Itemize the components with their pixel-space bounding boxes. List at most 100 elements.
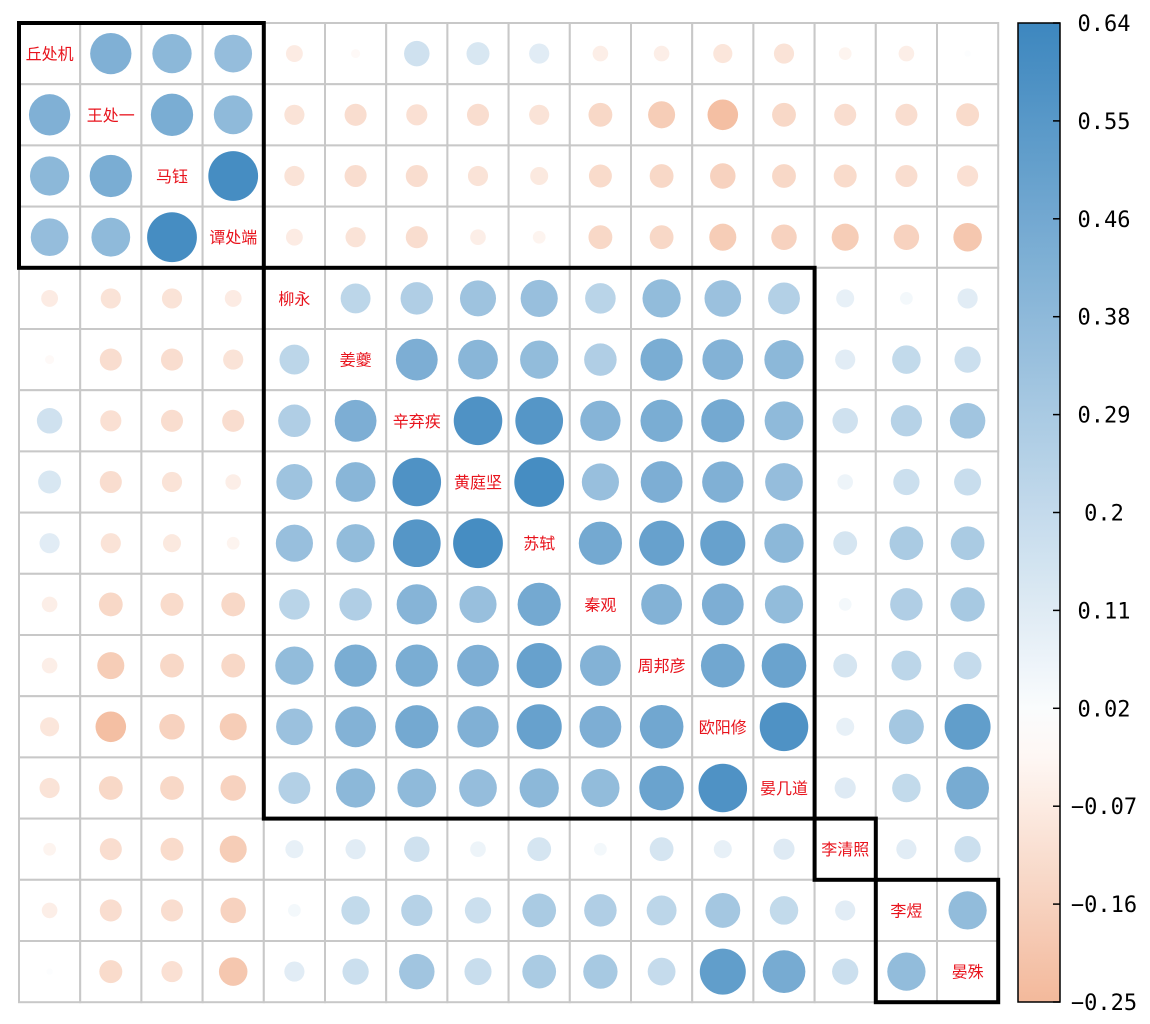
grid-cell (691, 695, 755, 759)
corr-circle-王处一-马钰 (150, 93, 194, 136)
diagonal-label: 苏轼 (523, 534, 555, 553)
corr-circle-丘处机-辛弃疾 (404, 40, 430, 67)
corr-circle-晏几道-秦观 (581, 768, 620, 808)
corr-circle-柳永-马钰 (161, 288, 183, 309)
corr-circle-李清照-黄庭坚 (470, 841, 486, 858)
corr-circle-欧阳修-柳永 (276, 708, 313, 746)
corr-circle-黄庭坚-李煜 (893, 468, 920, 496)
corr-circle-姜夔-马钰 (160, 348, 184, 371)
correlation-circles (28, 32, 991, 995)
corr-circle-晏几道-柳永 (278, 772, 311, 804)
corr-circle-李煜-黄庭坚 (464, 897, 492, 924)
corr-circle-李煜-苏轼 (522, 893, 557, 928)
grid-cell (813, 22, 877, 86)
corr-circle-李煜-马钰 (160, 899, 184, 922)
corr-circle-谭处端-李清照 (831, 223, 859, 251)
corr-circle-晏几道-黄庭坚 (459, 769, 497, 807)
corr-circle-王处一-秦观 (588, 102, 613, 127)
corr-circle-李煜-秦观 (584, 894, 617, 927)
corr-circle-苏轼-秦观 (578, 521, 623, 565)
corr-circle-晏几道-李清照 (834, 777, 856, 799)
corr-circle-李煜-王处一 (99, 899, 122, 922)
corr-circle-丘处机-王处一 (90, 32, 132, 75)
corr-circle-周邦彦-欧阳修 (700, 643, 745, 688)
corr-circle-马钰-周邦彦 (649, 164, 674, 188)
corr-circle-晏几道-丘处机 (39, 777, 60, 799)
corr-circle-谭处端-柳永 (285, 228, 303, 246)
corr-circle-黄庭坚-秦观 (581, 463, 619, 501)
corr-circle-欧阳修-周邦彦 (639, 704, 684, 749)
corr-circle-李煜-柳永 (288, 904, 301, 917)
corr-circle-李清照-欧阳修 (713, 840, 732, 859)
corr-circle-晏殊-谭处端 (218, 957, 248, 986)
corr-circle-欧阳修-秦观 (579, 705, 622, 748)
corr-circle-王处一-欧阳修 (707, 99, 739, 131)
diagonal-label: 谭处端 (209, 228, 257, 247)
corr-circle-周邦彦-丘处机 (41, 657, 58, 674)
corr-circle-秦观-苏轼 (517, 582, 561, 627)
corr-circle-周邦彦-秦观 (579, 645, 621, 687)
corr-circle-马钰-秦观 (588, 164, 612, 188)
corr-circle-李清照-秦观 (594, 842, 607, 856)
grid-cell (936, 940, 1000, 1004)
corr-circle-马钰-姜夔 (344, 164, 367, 188)
corr-circle-马钰-晏殊 (957, 165, 979, 187)
corr-circle-王处一-晏几道 (772, 102, 796, 127)
corr-circle-马钰-丘处机 (29, 156, 70, 196)
corr-circle-晏几道-苏轼 (519, 768, 559, 808)
corr-circle-姜夔-欧阳修 (702, 339, 744, 381)
corr-circle-李煜-谭处端 (220, 897, 246, 924)
cluster-boxes (17, 21, 1001, 1005)
corr-circle-谭处端-晏殊 (953, 222, 982, 252)
corr-circle-晏几道-马钰 (160, 776, 184, 800)
corr-circle-苏轼-丘处机 (39, 533, 60, 554)
corr-circle-丘处机-晏殊 (964, 50, 971, 57)
grid-cell (446, 22, 510, 86)
corr-circle-辛弃疾-秦观 (580, 400, 621, 441)
corr-circle-黄庭坚-晏殊 (954, 468, 982, 496)
corr-circle-马钰-柳永 (284, 165, 305, 187)
corr-circle-马钰-辛弃疾 (405, 164, 428, 188)
corr-circle-黄庭坚-马钰 (161, 471, 183, 493)
corr-circle-辛弃疾-王处一 (100, 410, 122, 432)
corr-circle-秦观-谭处端 (221, 592, 246, 617)
corr-circle-周邦彦-晏殊 (953, 651, 982, 680)
corr-circle-王处一-李清照 (834, 103, 857, 126)
corr-circle-王处一-辛弃疾 (406, 104, 428, 126)
corr-circle-欧阳修-晏殊 (944, 703, 991, 750)
corr-circle-柳永-晏几道 (768, 282, 800, 315)
corr-circle-秦观-王处一 (98, 592, 123, 617)
corr-circle-晏殊-周邦彦 (647, 957, 676, 986)
corr-circle-马钰-黄庭坚 (467, 165, 489, 187)
corr-circle-柳永-秦观 (585, 283, 616, 314)
colorbar-tick-label: 0.11 (1078, 599, 1131, 624)
corr-circle-辛弃疾-周邦彦 (640, 399, 683, 442)
corr-circle-姜夔-柳永 (279, 344, 310, 375)
corr-circle-晏殊-柳永 (284, 961, 305, 982)
grid-cell (324, 83, 388, 147)
corr-circle-丘处机-谭处端 (214, 34, 253, 73)
corr-circle-欧阳修-谭处端 (219, 713, 247, 741)
corr-circle-黄庭坚-晏几道 (765, 463, 803, 501)
colorbar-tick-label: 0.55 (1078, 110, 1131, 135)
corr-circle-晏殊-黄庭坚 (464, 958, 492, 986)
corr-circle-辛弃疾-晏殊 (949, 403, 986, 439)
diagonal-label: 王处一 (87, 106, 135, 125)
diagonal-label: 黄庭坚 (454, 473, 502, 492)
corr-circle-马钰-晏几道 (772, 164, 796, 188)
corr-circle-黄庭坚-辛弃疾 (392, 457, 442, 507)
corr-circle-欧阳修-丘处机 (40, 717, 60, 737)
colorbar-tick-label: 0.46 (1078, 208, 1131, 233)
corr-circle-黄庭坚-周邦彦 (640, 461, 683, 503)
corr-circle-柳永-王处一 (100, 288, 121, 309)
corr-circle-柳永-姜夔 (340, 283, 371, 314)
corr-circle-晏殊-李煜 (887, 952, 926, 991)
corr-circle-李清照-谭处端 (219, 835, 247, 863)
corr-circle-欧阳修-黄庭坚 (457, 706, 499, 748)
corr-circle-辛弃疾-晏几道 (764, 401, 804, 441)
corr-circle-李煜-李清照 (835, 900, 856, 921)
diagonal-label: 柳永 (278, 289, 310, 308)
corr-circle-晏殊-欧阳修 (699, 948, 746, 995)
corr-circle-姜夔-李清照 (835, 349, 856, 370)
